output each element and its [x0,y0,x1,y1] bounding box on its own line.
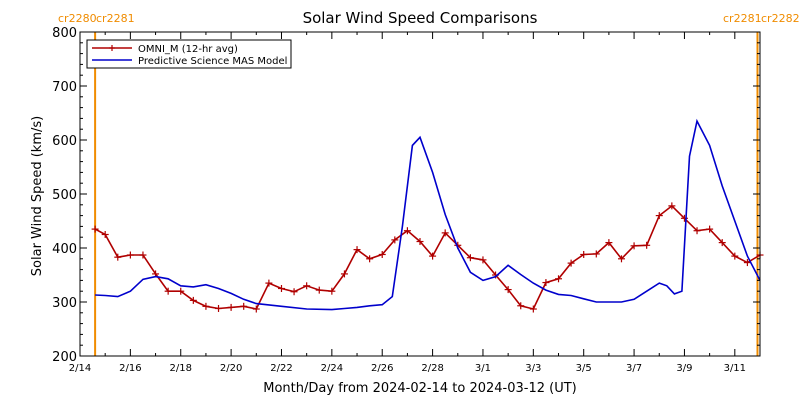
omni-data-point [227,303,235,311]
mas-model-series-line [95,118,761,311]
omni-data-point [403,227,411,235]
carrington-label-left: cr2281 [96,12,135,25]
omni-data-point [91,225,99,233]
plot-area: 200 300 400 500 600 700 800 2/14 2/16 2/18 2/20 2/2… [52,26,764,374]
x-axis-label: Month/Day from 2024-02-14 to 2024-03-12 … [263,381,576,396]
omni-data-point [114,253,122,261]
carrington-label-right: cr2281 [723,12,762,25]
x-tick-label: 2/14 [69,363,91,374]
legend-label: Predictive Science MAS Model [138,56,287,67]
x-tick-label: 2/22 [270,363,292,374]
omni-data-point [240,302,248,310]
omni-data-point [290,288,298,296]
omni-data-point [693,227,701,235]
omni-data-point [416,238,424,246]
y-tick-label: 600 [52,134,77,149]
x-tick-label: 3/1 [475,363,491,374]
omni-data-point [643,241,651,249]
y-tick-label: 400 [52,242,77,257]
omni-data-point [668,202,676,210]
omni-data-point [655,212,663,220]
omni-data-point [252,305,260,313]
omni-series-line [94,204,761,310]
omni-data-point [580,250,588,258]
omni-data-point [277,285,285,292]
omni-data-point [189,296,197,304]
omni-data-point [353,246,361,254]
x-tick-label: 3/3 [525,363,541,374]
omni-data-point [265,279,273,287]
omni-data-point [617,255,625,263]
x-tick-label: 2/18 [170,363,192,374]
omni-data-point [605,239,613,247]
x-tick-label: 2/20 [220,363,242,374]
plot-frame [79,31,761,357]
omni-data-point [366,255,374,263]
omni-data-point [315,286,323,294]
omni-data-point [303,282,311,290]
x-tick-label: 3/5 [576,363,592,374]
omni-data-point [529,305,537,313]
y-axis-label: Solar Wind Speed (km/s) [30,116,45,276]
x-tick-label: 2/26 [371,363,393,374]
omni-data-point [466,254,474,262]
y-tick-label: 700 [52,80,77,95]
y-tick-label: 500 [52,188,77,203]
omni-data-point [504,286,512,294]
omni-data-point [630,242,638,250]
x-tick-label: 3/7 [626,363,642,374]
y-tick-label: 300 [52,296,77,311]
omni-data-point [177,287,185,295]
omni-data-point [542,279,550,287]
omni-data-point [164,287,172,295]
omni-data-point [592,250,600,258]
legend: OMNI_M (12-hr avg)Predictive Science MAS… [86,39,292,69]
legend-label: OMNI_M (12-hr avg) [138,44,238,55]
x-tick-label: 2/24 [321,363,343,374]
omni-data-point [378,250,386,258]
omni-data-point [215,304,223,312]
chart-title: Solar Wind Speed Comparisons [303,9,538,27]
omni-data-point [718,239,726,247]
x-tick-label: 2/16 [119,363,141,374]
omni-data-point [391,236,399,244]
omni-data-point [567,259,575,267]
y-tick-label: 800 [52,26,77,41]
x-tick-label: 3/11 [724,363,746,374]
omni-data-point [706,225,714,233]
omni-data-point [743,259,751,267]
legend-box [86,39,292,69]
carrington-label-left: cr2280 [58,12,97,25]
omni-data-point [101,231,109,238]
x-tick-label: 2/28 [421,363,443,374]
omni-data-point [479,256,487,264]
omni-data-point [328,287,336,295]
carrington-label-right: cr2282 [761,12,800,25]
omni-data-point [126,251,134,259]
omni-data-point [731,252,739,260]
omni-data-point [555,275,563,283]
omni-data-point [202,302,210,310]
y-tick-label: 200 [52,350,77,365]
omni-data-point [139,251,147,259]
omni-data-point [441,229,449,237]
omni-data-point [517,302,525,310]
omni-data-point [340,270,348,278]
omni-data-point [429,252,437,260]
x-tick-label: 3/9 [676,363,692,374]
